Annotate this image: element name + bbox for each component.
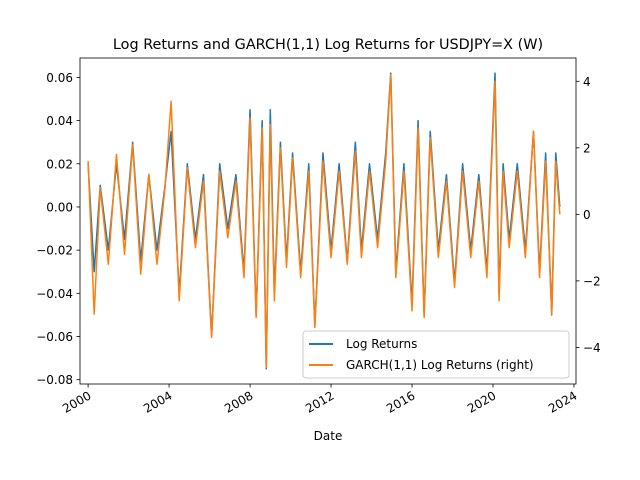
- y2-tick-label: 2: [583, 141, 591, 155]
- y2-tick-label: −4: [583, 341, 601, 355]
- y-tick-label: 0.06: [46, 71, 73, 85]
- y-tick-label: −0.06: [36, 330, 73, 344]
- y-tick-label: 0.02: [46, 157, 73, 171]
- chart-title: Log Returns and GARCH(1,1) Log Returns f…: [113, 37, 543, 53]
- y2-tick-label: −2: [583, 274, 601, 288]
- legend: Log Returns GARCH(1,1) Log Returns (righ…: [302, 330, 570, 379]
- y-tick-label: −0.08: [36, 373, 73, 387]
- y2-tick-label: 0: [583, 208, 591, 222]
- y-tick-label: 0.04: [46, 114, 73, 128]
- legend-label-log-returns: Log Returns: [346, 337, 417, 351]
- plot-frame: [79, 57, 577, 385]
- y-tick-label: 0.00: [46, 200, 73, 214]
- legend-box: [302, 330, 570, 379]
- series-layer: [87, 72, 561, 370]
- x-axis-title: Date: [314, 429, 343, 443]
- series-line-garch: [87, 73, 561, 369]
- y-tick-label: −0.02: [36, 244, 73, 258]
- legend-label-garch: GARCH(1,1) Log Returns (right): [346, 358, 534, 372]
- y-tick-label: −0.04: [36, 287, 73, 301]
- y2-tick-label: 4: [583, 75, 591, 89]
- axes-layer: 2000 2004 2008 2012 2016 2020 2024−0.08−0.06−0…: [36, 57, 601, 416]
